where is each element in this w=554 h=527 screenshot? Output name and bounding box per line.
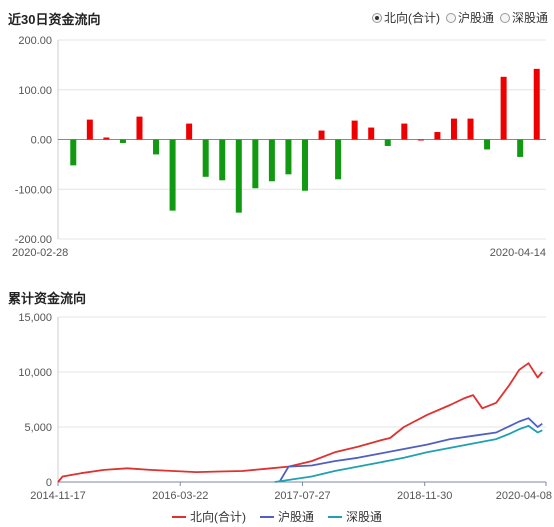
y-tick-label: 5,000 — [24, 422, 52, 434]
bar — [169, 139, 176, 211]
bar — [450, 118, 457, 140]
bar — [252, 139, 259, 189]
bar — [285, 139, 292, 175]
x-tick-label: 2014-11-17 — [30, 490, 85, 502]
x-tick-label-start: 2020-02-28 — [12, 247, 68, 259]
market-radio-group[interactable]: 北向(合计) 沪股通 深股通 — [371, 9, 548, 26]
legend-swatch — [171, 515, 186, 518]
x-tick-label: 2018-11-30 — [397, 490, 452, 502]
bar — [219, 139, 226, 181]
bar — [384, 139, 391, 146]
chart-title-recent-30: 近30日资金流向 — [8, 12, 101, 27]
bar — [517, 139, 524, 157]
bar — [417, 139, 424, 141]
radio-dot-icon[interactable] — [499, 12, 510, 23]
bar — [103, 137, 110, 140]
y-tick-label: -200.00 — [15, 234, 52, 246]
legend-label-shenzhen: 深股通 — [346, 510, 383, 524]
y-tick-label: 15,000 — [18, 312, 52, 324]
legend-swatch — [259, 515, 274, 518]
bar — [302, 139, 308, 191]
radio-shenzhen[interactable]: 深股通 — [499, 9, 548, 26]
bar — [533, 68, 540, 140]
x-tick-label: 2020-04-08 — [496, 490, 552, 502]
bar — [202, 139, 209, 177]
bar — [186, 123, 193, 140]
series-line — [57, 362, 543, 483]
bar — [351, 120, 358, 140]
y-tick-label: 10,000 — [18, 367, 52, 379]
legend-label-northbound: 北向(合计) — [189, 510, 246, 524]
legend-label-shanghai: 沪股通 — [277, 510, 314, 524]
bar — [153, 139, 160, 155]
bar — [136, 116, 143, 140]
bar — [318, 130, 325, 140]
legend-item-northbound[interactable]: 北向(合计) — [171, 508, 246, 525]
y-tick-label: 0 — [46, 477, 52, 489]
y-tick-label: 200.00 — [18, 35, 52, 47]
legend-item-shenzhen[interactable]: 深股通 — [328, 508, 382, 525]
bar — [434, 132, 441, 140]
legend-swatch — [328, 515, 342, 518]
radio-shanghai[interactable]: 沪股通 — [445, 9, 494, 26]
y-tick-label: 0.00 — [31, 135, 52, 147]
radio-label-shenzhen: 深股通 — [511, 11, 548, 25]
bar — [235, 139, 242, 213]
chart-title-cumulative: 累计资金流向 — [8, 291, 87, 306]
bar — [119, 139, 126, 143]
bar-chart-recent-30: 200.00 100.00 0.00 -100.00 -200.002020-02-28… — [12, 35, 546, 259]
legend-item-shanghai[interactable]: 沪股通 — [259, 508, 314, 525]
radio-northbound[interactable]: 北向(合计) — [371, 9, 440, 26]
y-tick-label: -100.00 — [15, 184, 52, 196]
x-tick-label: 2016-03-22 — [152, 490, 208, 502]
x-tick-label-end: 2020-04-14 — [490, 247, 546, 259]
bar — [335, 139, 342, 180]
radio-dot-icon[interactable] — [371, 12, 382, 23]
bar — [467, 118, 474, 140]
bar — [484, 139, 491, 150]
series-line — [278, 417, 543, 483]
bar — [86, 119, 93, 140]
y-tick-label: 100.00 — [18, 85, 52, 97]
line-chart-legend: 北向(合计) 沪股通 深股通 — [0, 508, 554, 525]
bar — [401, 123, 408, 140]
bar — [268, 139, 275, 182]
radio-dot-icon[interactable] — [445, 12, 456, 23]
x-tick-label: 2017-07-27 — [274, 490, 330, 502]
bar — [500, 76, 507, 140]
radio-label-northbound: 北向(合计) — [383, 11, 440, 25]
radio-label-shanghai: 沪股通 — [457, 11, 494, 25]
bar — [368, 127, 375, 140]
bar — [70, 139, 77, 166]
series-line — [274, 425, 543, 483]
